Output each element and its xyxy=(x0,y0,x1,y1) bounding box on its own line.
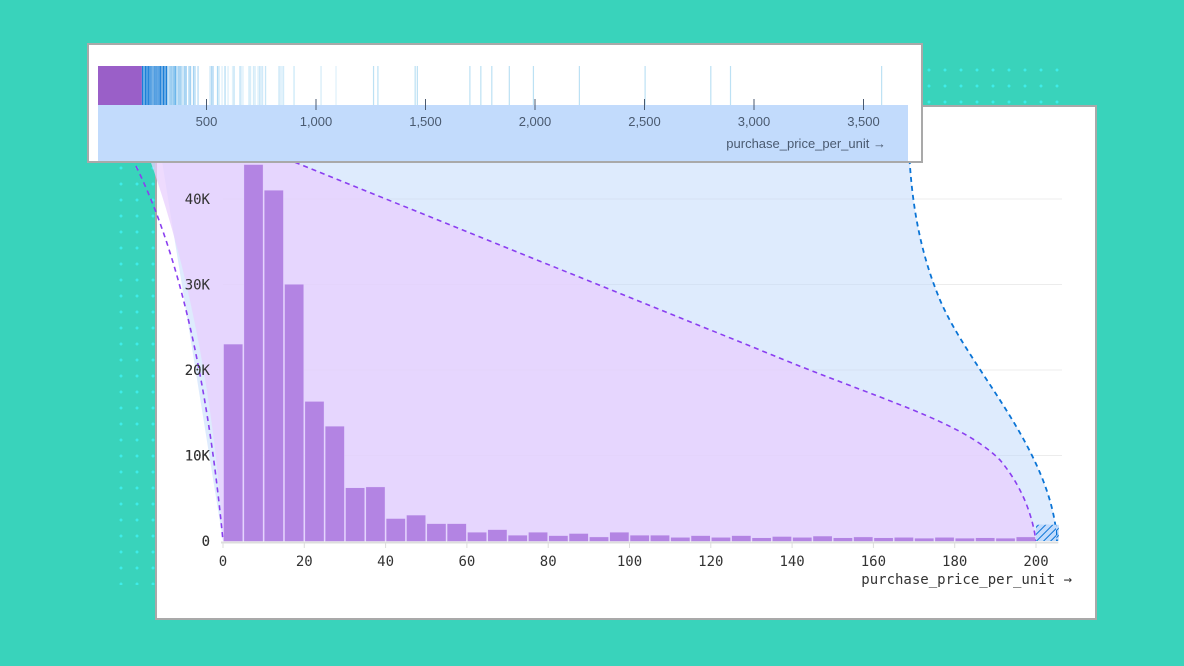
y-tick-label: 40K xyxy=(185,192,211,208)
histogram-bar[interactable] xyxy=(731,535,751,542)
histogram-bar[interactable] xyxy=(589,536,609,542)
histogram-bar[interactable] xyxy=(304,401,325,542)
histogram-bar[interactable] xyxy=(345,487,365,542)
histogram-bar[interactable] xyxy=(548,535,569,542)
histogram-bar[interactable] xyxy=(995,538,1016,542)
histogram-bar[interactable] xyxy=(650,535,670,542)
histogram-bar[interactable] xyxy=(670,537,690,542)
histogram-bar[interactable] xyxy=(629,535,650,542)
histogram-bar[interactable] xyxy=(508,535,528,542)
histogram-bar[interactable] xyxy=(690,535,711,542)
x-tick-label: 100 xyxy=(617,554,642,570)
histogram-bar[interactable] xyxy=(284,284,304,542)
x-tick-label: 20 xyxy=(296,554,313,570)
histogram-bar[interactable] xyxy=(751,537,772,542)
dot-pattern-left xyxy=(113,160,157,585)
dot-pattern-top-right xyxy=(921,62,1061,108)
x-axis-label: purchase_price_per_unit → xyxy=(861,572,1072,588)
overview-panel: 500 1,000 1,500 2,000 2,500 3,000 3,500 purcha… xyxy=(89,45,921,161)
histogram-bar[interactable] xyxy=(264,190,284,542)
histogram-bar[interactable] xyxy=(406,515,426,542)
histogram-bar[interactable] xyxy=(386,518,406,542)
histogram-bar[interactable] xyxy=(487,529,508,542)
histogram-bar[interactable] xyxy=(447,523,467,542)
overview-tick-label: 2,000 xyxy=(519,114,552,129)
histogram-bar[interactable] xyxy=(873,537,894,542)
histogram-bar[interactable] xyxy=(365,486,386,542)
histogram-bar[interactable] xyxy=(812,535,833,542)
histogram-bar[interactable] xyxy=(853,536,873,542)
histogram-bar[interactable] xyxy=(243,164,264,542)
overview-tick-label: 3,500 xyxy=(847,114,880,129)
histogram-bar[interactable] xyxy=(426,523,447,542)
overview-axis-label: purchase_price_per_unit → xyxy=(726,136,886,151)
y-tick-label: 20K xyxy=(185,363,211,379)
x-tick-label: 80 xyxy=(540,554,557,570)
overview-tick-label: 2,500 xyxy=(628,114,661,129)
histogram-bar[interactable] xyxy=(772,536,792,542)
histogram-bar[interactable] xyxy=(975,537,995,542)
histogram-bar[interactable] xyxy=(1016,536,1036,542)
histogram-bar[interactable] xyxy=(894,537,914,542)
x-tick-label: 160 xyxy=(861,554,886,570)
histogram-bar[interactable] xyxy=(833,537,853,542)
overview-tick-label: 1,000 xyxy=(300,114,333,129)
histogram-bar[interactable] xyxy=(914,538,934,542)
x-tick-label: 140 xyxy=(779,554,804,570)
histogram-bar[interactable] xyxy=(223,344,243,542)
histogram-bar[interactable] xyxy=(609,532,630,542)
histogram-chart: 0 20 40 60 80 100 120 140 160 180 200 0 10K 20K 30K 40… xyxy=(185,164,1072,588)
x-tick-label: 40 xyxy=(377,554,394,570)
x-tick-label: 180 xyxy=(942,554,967,570)
x-tick-label: 120 xyxy=(698,554,723,570)
histogram-bar[interactable] xyxy=(467,532,487,542)
overview-tick-label: 1,500 xyxy=(409,114,442,129)
histogram-bar[interactable] xyxy=(711,537,731,542)
overview-strip[interactable]: 500 1,000 1,500 2,000 2,500 3,000 3,500 purcha… xyxy=(89,45,921,161)
histogram-bar[interactable] xyxy=(934,537,955,542)
histogram-bar[interactable] xyxy=(569,533,589,542)
y-tick-label: 10K xyxy=(185,449,211,465)
y-tick-label: 30K xyxy=(185,278,211,294)
overview-tick-label: 3,000 xyxy=(738,114,771,129)
overview-tick-label: 500 xyxy=(196,114,218,129)
histogram-bar[interactable] xyxy=(325,426,345,542)
x-tick-label: 60 xyxy=(458,554,475,570)
overflow-bin[interactable] xyxy=(1036,524,1059,541)
histogram-panel: 0 20 40 60 80 100 120 140 160 180 200 0 10K 20K 30K 40… xyxy=(157,107,1095,618)
x-tick-label: 200 xyxy=(1023,554,1048,570)
histogram-bar[interactable] xyxy=(792,537,812,542)
x-tick-label: 0 xyxy=(219,554,227,570)
histogram-bar[interactable] xyxy=(955,538,975,542)
y-tick-label: 0 xyxy=(202,534,210,550)
histogram-bar[interactable] xyxy=(528,532,548,542)
